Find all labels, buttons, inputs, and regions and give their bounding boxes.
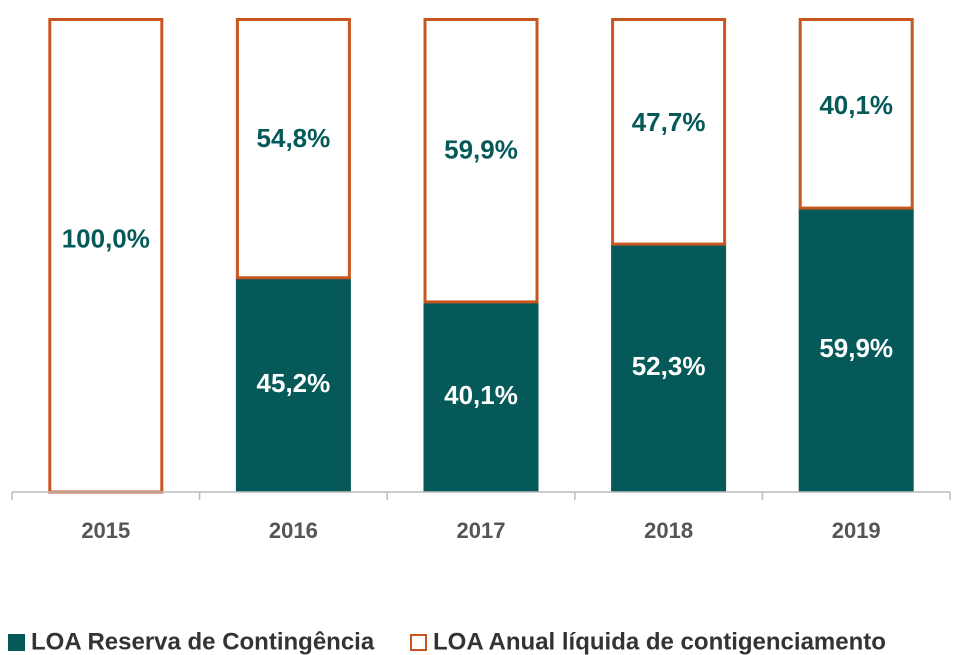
x-tick-label: 2017	[457, 518, 506, 543]
x-tick-label: 2019	[832, 518, 881, 543]
legend-label: LOA Reserva de Contingência	[31, 628, 375, 655]
x-tick-label: 2016	[269, 518, 318, 543]
bar-segment	[798, 18, 914, 210]
data-label: 47,7%	[632, 107, 706, 137]
bar-segment	[798, 208, 914, 492]
legend-swatch	[410, 634, 427, 651]
bar-segment	[423, 301, 539, 492]
legend-label: LOA Anual líquida de contigenciamento	[433, 628, 886, 655]
bar-segment	[48, 18, 164, 494]
data-label: 40,1%	[444, 380, 518, 410]
x-tick-label: 2015	[81, 518, 130, 543]
bar-segment	[611, 18, 727, 246]
data-label: 59,9%	[819, 333, 893, 363]
bar-segment	[423, 18, 539, 304]
legend-swatch	[8, 634, 25, 651]
data-label: 54,8%	[257, 123, 331, 153]
data-label: 59,9%	[444, 134, 518, 164]
bar-segment	[235, 18, 351, 280]
bar-segment	[611, 244, 727, 492]
data-label: 40,1%	[819, 90, 893, 120]
bar-segment	[235, 277, 351, 492]
data-label: 100,0%	[62, 224, 150, 254]
x-tick-label: 2018	[644, 518, 693, 543]
data-label: 45,2%	[257, 368, 331, 398]
data-label: 52,3%	[632, 351, 706, 381]
